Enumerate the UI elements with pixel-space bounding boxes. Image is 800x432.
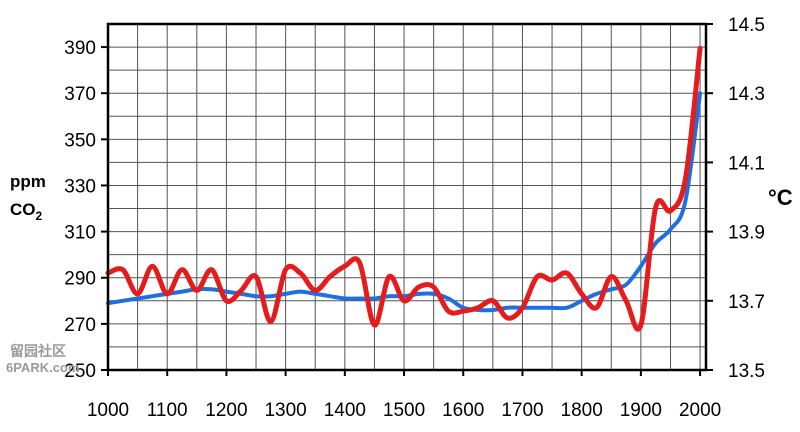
right-tick-label: 14.1 [728,153,765,174]
x-tick-label: 1700 [501,400,543,421]
series-group [105,45,703,332]
left-axis-subscript: 2 [36,209,43,223]
x-tick-label: 1800 [561,400,603,421]
left-tick-label: 270 [64,315,96,336]
left-tick-label: 250 [64,361,96,382]
x-tick-label: 1500 [383,400,425,421]
right-tick-label: 14.5 [728,15,765,36]
temperature-line [105,45,703,332]
left-y-axis: 250 270 290 310 330 350 370 390 [64,38,108,382]
right-tick-label: 13.7 [728,292,765,313]
x-tick-label: 1000 [87,400,129,421]
plot-frame [106,22,708,372]
left-tick-label: 290 [64,269,96,290]
left-tick-label: 350 [64,130,96,151]
chart-grid [108,24,706,370]
watermark-line1: 留园社区 [10,343,66,359]
right-tick-label: 13.5 [728,361,765,382]
x-tick-label: 2000 [679,400,721,421]
left-tick-label: 370 [64,84,96,105]
left-tick-label: 390 [64,38,96,59]
right-tick-label: 13.9 [728,223,765,244]
x-tick-label: 1600 [442,400,484,421]
right-y-axis: 13.5 13.7 13.9 14.1 14.3 14.5 [706,15,765,382]
right-tick-label: 14.3 [728,84,765,105]
x-tick-label: 1200 [205,400,247,421]
left-axis-co-text: CO [10,200,36,219]
x-axis: 1000 1100 1200 1300 1400 1500 1600 1700 1800 1900… [87,370,721,421]
x-tick-label: 1900 [620,400,662,421]
x-tick-label: 1400 [324,400,366,421]
x-tick-label: 1100 [147,400,188,421]
left-axis-title-line1: ppm [10,172,46,191]
right-axis-title: °C [768,185,793,210]
left-tick-label: 330 [64,176,96,197]
watermark-line2: 6PARK.com [6,360,79,375]
left-axis-title-line2: CO2 [10,200,43,223]
x-tick-label: 1300 [264,400,306,421]
left-tick-label: 310 [64,223,96,244]
